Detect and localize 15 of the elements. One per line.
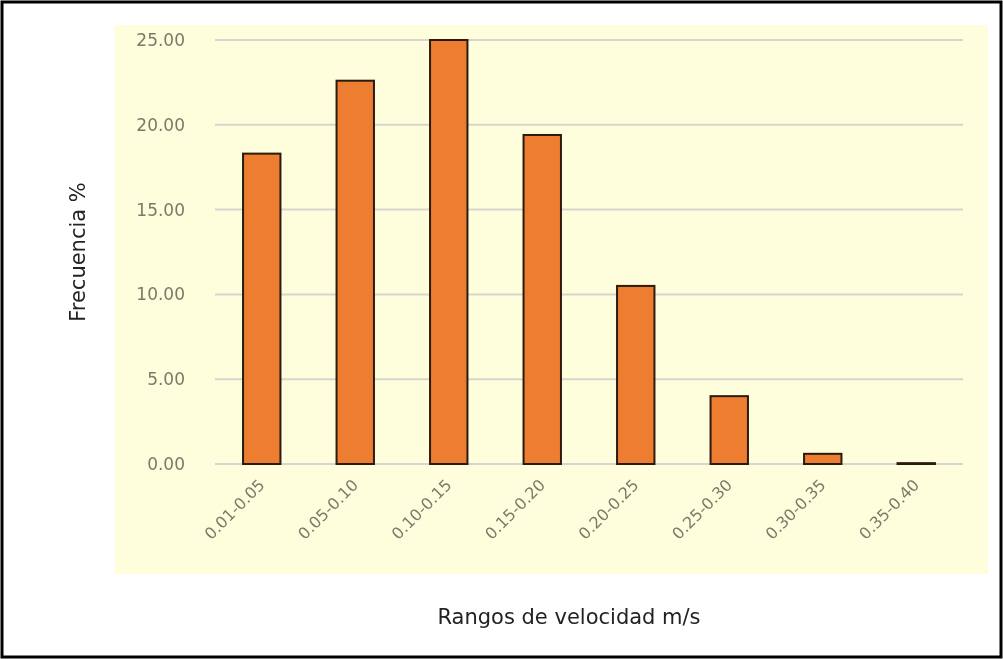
bar [335,79,375,465]
y-tick-label: 20.00 [136,114,185,135]
y-tick-label: 5.00 [147,369,185,390]
bar [429,39,469,465]
y-tick-label: 0.00 [147,453,185,474]
y-tick-label: 15.00 [136,199,185,220]
y-axis-title: Frecuencia % [66,182,90,322]
bar [709,395,749,465]
y-tick-label: 10.00 [136,284,185,305]
x-axis-title: Rangos de velocidad m/s [437,605,701,629]
bar [616,284,656,465]
y-tick-label: 25.00 [136,29,185,50]
bar [522,133,562,465]
bar [242,152,282,465]
bar [803,452,843,465]
